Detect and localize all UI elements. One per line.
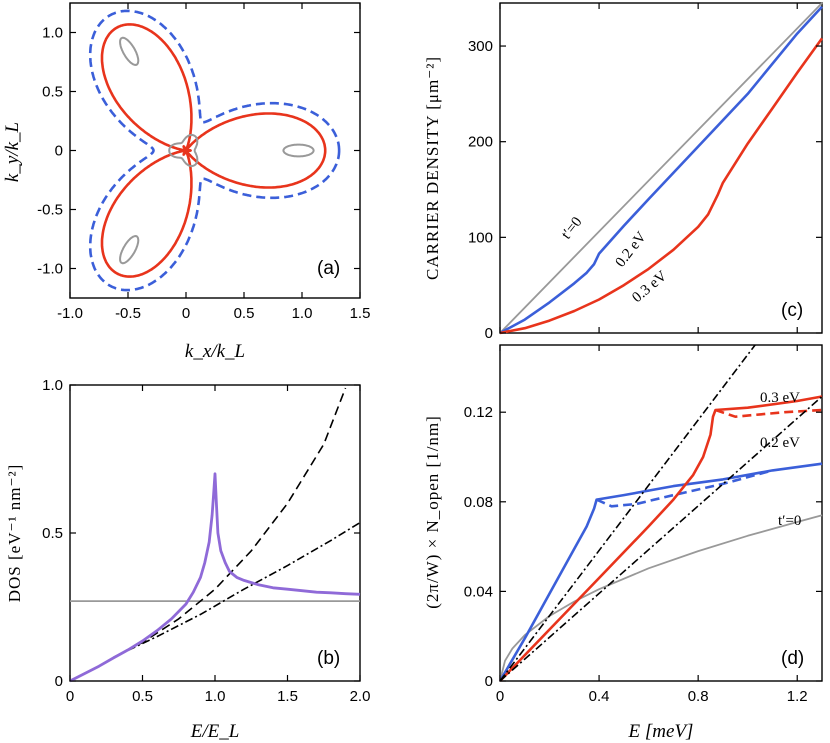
panel-d-annotation-02ev: 0.2 eV (760, 435, 800, 451)
panel-d-ytick-label: 0 (485, 673, 493, 690)
panel-b-series-3 (113, 521, 361, 659)
panel-b-series-0 (69, 472, 361, 683)
panel-d-series-3 (499, 395, 823, 682)
panel-c-series-2 (499, 37, 824, 335)
panel-a-xtick-label: -1.0 (57, 305, 83, 322)
panel-d-ytick-label: 0.08 (464, 494, 493, 511)
panel-b-xtick-label: 0 (66, 688, 74, 705)
panel-d-open-modes: (d) E [meV] (2π/W) × N_open [1/nm] 0.3 e… (423, 344, 823, 742)
panel-d-xlabel: E [meV] (628, 721, 694, 742)
panel-d-series-6 (499, 395, 823, 682)
panel-a-xtick-label: -0.5 (115, 305, 141, 322)
panel-c-frame (499, 2, 823, 334)
panel-b-ytick-label: 1.0 (42, 377, 63, 394)
panel-c-ytick-label: 100 (468, 229, 493, 246)
panel-b-xtick-label: 0.5 (132, 688, 153, 705)
panel-b-ylabel: DOS [eV⁻¹ nm⁻²] (5, 464, 24, 603)
panel-a-ytick-label: 0 (55, 143, 63, 160)
panel-d-series-5 (499, 344, 756, 682)
panel-b-ytick-label: 0.5 (42, 525, 63, 542)
panel-b-xtick-label: 1.5 (277, 688, 298, 705)
panel-d-xtick-label: 1.2 (787, 688, 808, 705)
panel-a-label: (a) (317, 258, 340, 279)
panel-d-series-0 (499, 514, 823, 682)
panel-d-xtick-label: 0.8 (688, 688, 709, 705)
panel-d-annotation-03ev: 0.3 eV (760, 390, 800, 406)
panel-d-label: (d) (781, 648, 804, 669)
panel-c-carrier-density: (c) CARRIER DENSITY [μm⁻²] t′=0 0.2 eV 0… (423, 2, 824, 342)
panel-a-xlabel: k_x/k_L (185, 341, 245, 362)
panel-d-series-1 (498, 462, 823, 682)
panel-b-series-2 (113, 387, 347, 659)
panel-d-annotation-t0: t′=0 (778, 513, 801, 529)
panel-b-frame (69, 384, 361, 682)
panel-a-ytick-label: -1.0 (37, 261, 63, 278)
panel-d-series-4 (715, 408, 823, 419)
panel-b-xtick-label: 1.0 (205, 688, 226, 705)
panel-a-fermi-contours: (a) k_x/k_L k_y/k_L -1.0 -0.5 0 0.5 1.0 1.5 -1… (2, 2, 371, 362)
panel-a-xtick-label: 1.0 (292, 305, 313, 322)
panel-c-ytick-label: 0 (485, 325, 493, 342)
panel-a-ytick-label: -0.5 (37, 202, 63, 219)
panel-a-ylabel: k_y/k_L (2, 122, 23, 182)
panel-a-pocket-3 (119, 234, 140, 265)
panel-d-ytick-label: 0.04 (464, 583, 493, 600)
panel-d-xtick-label: 0 (496, 688, 504, 705)
panel-c-series-1 (499, 5, 823, 335)
panel-a-xtick-label: 1.5 (350, 305, 371, 322)
panel-c-annotation-t0: t′=0 (559, 214, 586, 242)
panel-d-frame (499, 344, 823, 682)
panel-a-ytick-label: 0.5 (42, 84, 63, 101)
panel-c-label: (c) (781, 300, 803, 321)
panel-a-pocket-0 (168, 133, 199, 168)
panel-d-xtick-label: 0.4 (589, 688, 610, 705)
panel-d-ytick-label: 0.12 (464, 404, 493, 421)
panel-a-frame (69, 2, 361, 299)
panel-d-ylabel: (2π/W) × N_open [1/nm] (423, 415, 442, 609)
panel-a-xtick-label: 0.5 (234, 305, 255, 322)
panel-a-series-1 (88, 9, 341, 292)
panel-a-series-0 (100, 23, 327, 278)
panel-b-ytick-label: 0 (55, 673, 63, 690)
panel-b-xlabel: E/E_L (190, 721, 240, 742)
panel-b-label: (b) (317, 648, 340, 669)
panel-a-xtick-label: 0 (182, 305, 190, 322)
panel-c-annotation-02ev: 0.2 eV (613, 229, 650, 270)
panel-b-dos: (b) E/E_L DOS [eV⁻¹ nm⁻²] 0 0.5 1.0 1.5 2.0 0… (5, 377, 370, 742)
panel-c-annotation-03ev: 0.3 eV (629, 268, 670, 306)
panel-c-series-0 (499, 2, 823, 334)
panel-c-ylabel: CARRIER DENSITY [μm⁻²] (423, 56, 442, 280)
panel-a-ytick-label: 1.0 (42, 25, 63, 42)
panel-a-pocket-2 (119, 36, 140, 67)
panel-c-ytick-label: 300 (468, 38, 493, 55)
panel-c-ytick-label: 200 (468, 134, 493, 151)
panel-d-series-2 (596, 469, 773, 508)
panel-a-pocket-1 (282, 143, 315, 158)
panel-b-xtick-label: 2.0 (350, 688, 371, 705)
